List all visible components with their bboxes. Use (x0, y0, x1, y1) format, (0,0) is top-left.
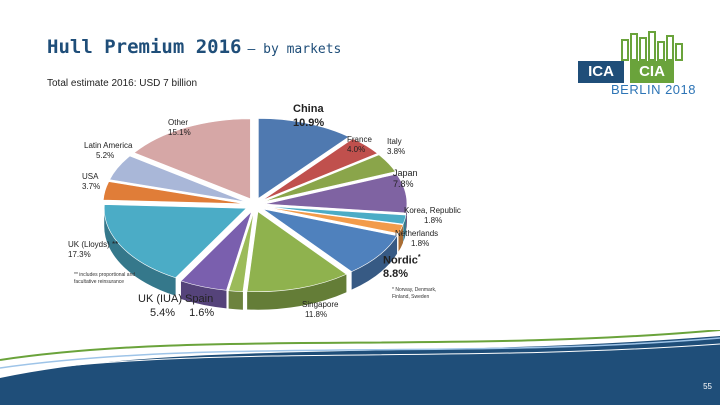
pie-slice-top (262, 138, 379, 201)
pie-slice-side (247, 274, 347, 310)
pie-slice-top (228, 211, 255, 293)
pie-slice-spain (228, 211, 255, 310)
label-singapore: Singapore 11.8% (302, 300, 339, 319)
pie-slice-side (180, 280, 227, 309)
label-netherlands: Netherlands 1.8% (395, 229, 439, 248)
page-subtitle: Total estimate 2016: USD 7 billion (47, 78, 198, 89)
pie-slice-top (180, 211, 252, 291)
building-icon (621, 31, 683, 61)
pie-slice-china (258, 118, 350, 199)
footer-waves (0, 330, 720, 405)
pie-slice-italy (263, 154, 396, 202)
pie-slice-top (246, 211, 348, 292)
pie-slice-side (351, 235, 398, 290)
pie-slice-nordic (262, 208, 398, 290)
pie-slice-side (104, 208, 176, 296)
pie-slice-france (262, 138, 379, 201)
pie-slice-top (133, 118, 251, 200)
pie-slice-netherlands (264, 206, 404, 252)
pie-slice-top (109, 155, 247, 203)
pie-slice-other (133, 118, 251, 200)
footnote-nordic: * Norway, Denmark, Finland, Sweden (392, 287, 437, 300)
label-usa: USA 3.7% (82, 172, 101, 191)
label-france: France 4.0% (347, 135, 372, 154)
pie-slice-japan (264, 173, 408, 231)
logo-cia: CIA (630, 61, 674, 83)
label-uk-lloyds: UK (Lloyds) ** 17.3% (68, 240, 119, 259)
pie-slice-side (228, 290, 243, 310)
pie-slice-singapore (246, 211, 348, 310)
label-uk-iua-spain: UK (IUA) Spain 5.4% 1.6% (138, 293, 215, 319)
page-number: 55 (703, 382, 712, 391)
label-other: Other 15.1% (168, 118, 191, 137)
pie-slice-uk-lloyds (103, 204, 247, 296)
pie-slice-korea-republic (264, 205, 407, 243)
label-korea: Korea, Republic 1.8% (404, 206, 461, 225)
pie-slice-usa (102, 181, 246, 205)
label-japan: Japan 7.8% (393, 168, 418, 190)
footnote-uk-lloyds: ** includes proportional and facultative… (74, 272, 136, 285)
pie-slice-side (403, 215, 406, 243)
logo-ica: ICA (578, 61, 624, 83)
pie-slice-uk-iua (180, 211, 252, 309)
pie-slice-top (102, 181, 246, 205)
label-italy: Italy 3.8% (387, 137, 406, 156)
logo-city: BERLIN 2018 (611, 82, 696, 97)
pie-slice-latin-america (109, 155, 247, 203)
title-main: Hull Premium 2016 (47, 36, 242, 58)
pie-slice-top (264, 206, 404, 234)
pie-slice-top (264, 173, 408, 214)
page-title: Hull Premium 2016 – by markets (47, 36, 341, 58)
pie-slice-top (258, 118, 350, 199)
ica-logo: ICA CIA BERLIN 2018 (578, 30, 698, 100)
title-suffix: – by markets (247, 42, 342, 57)
pie-slice-top (103, 204, 247, 279)
label-china: China 10.9% (293, 103, 325, 129)
pie-slice-side (398, 224, 404, 252)
pie-slice-top (264, 205, 407, 225)
pie-slice-top (263, 154, 396, 202)
label-nordic: Nordic* 8.8% (383, 254, 421, 281)
label-latin-america: Latin America 5.2% (84, 141, 133, 160)
pie-slice-top (262, 208, 398, 272)
